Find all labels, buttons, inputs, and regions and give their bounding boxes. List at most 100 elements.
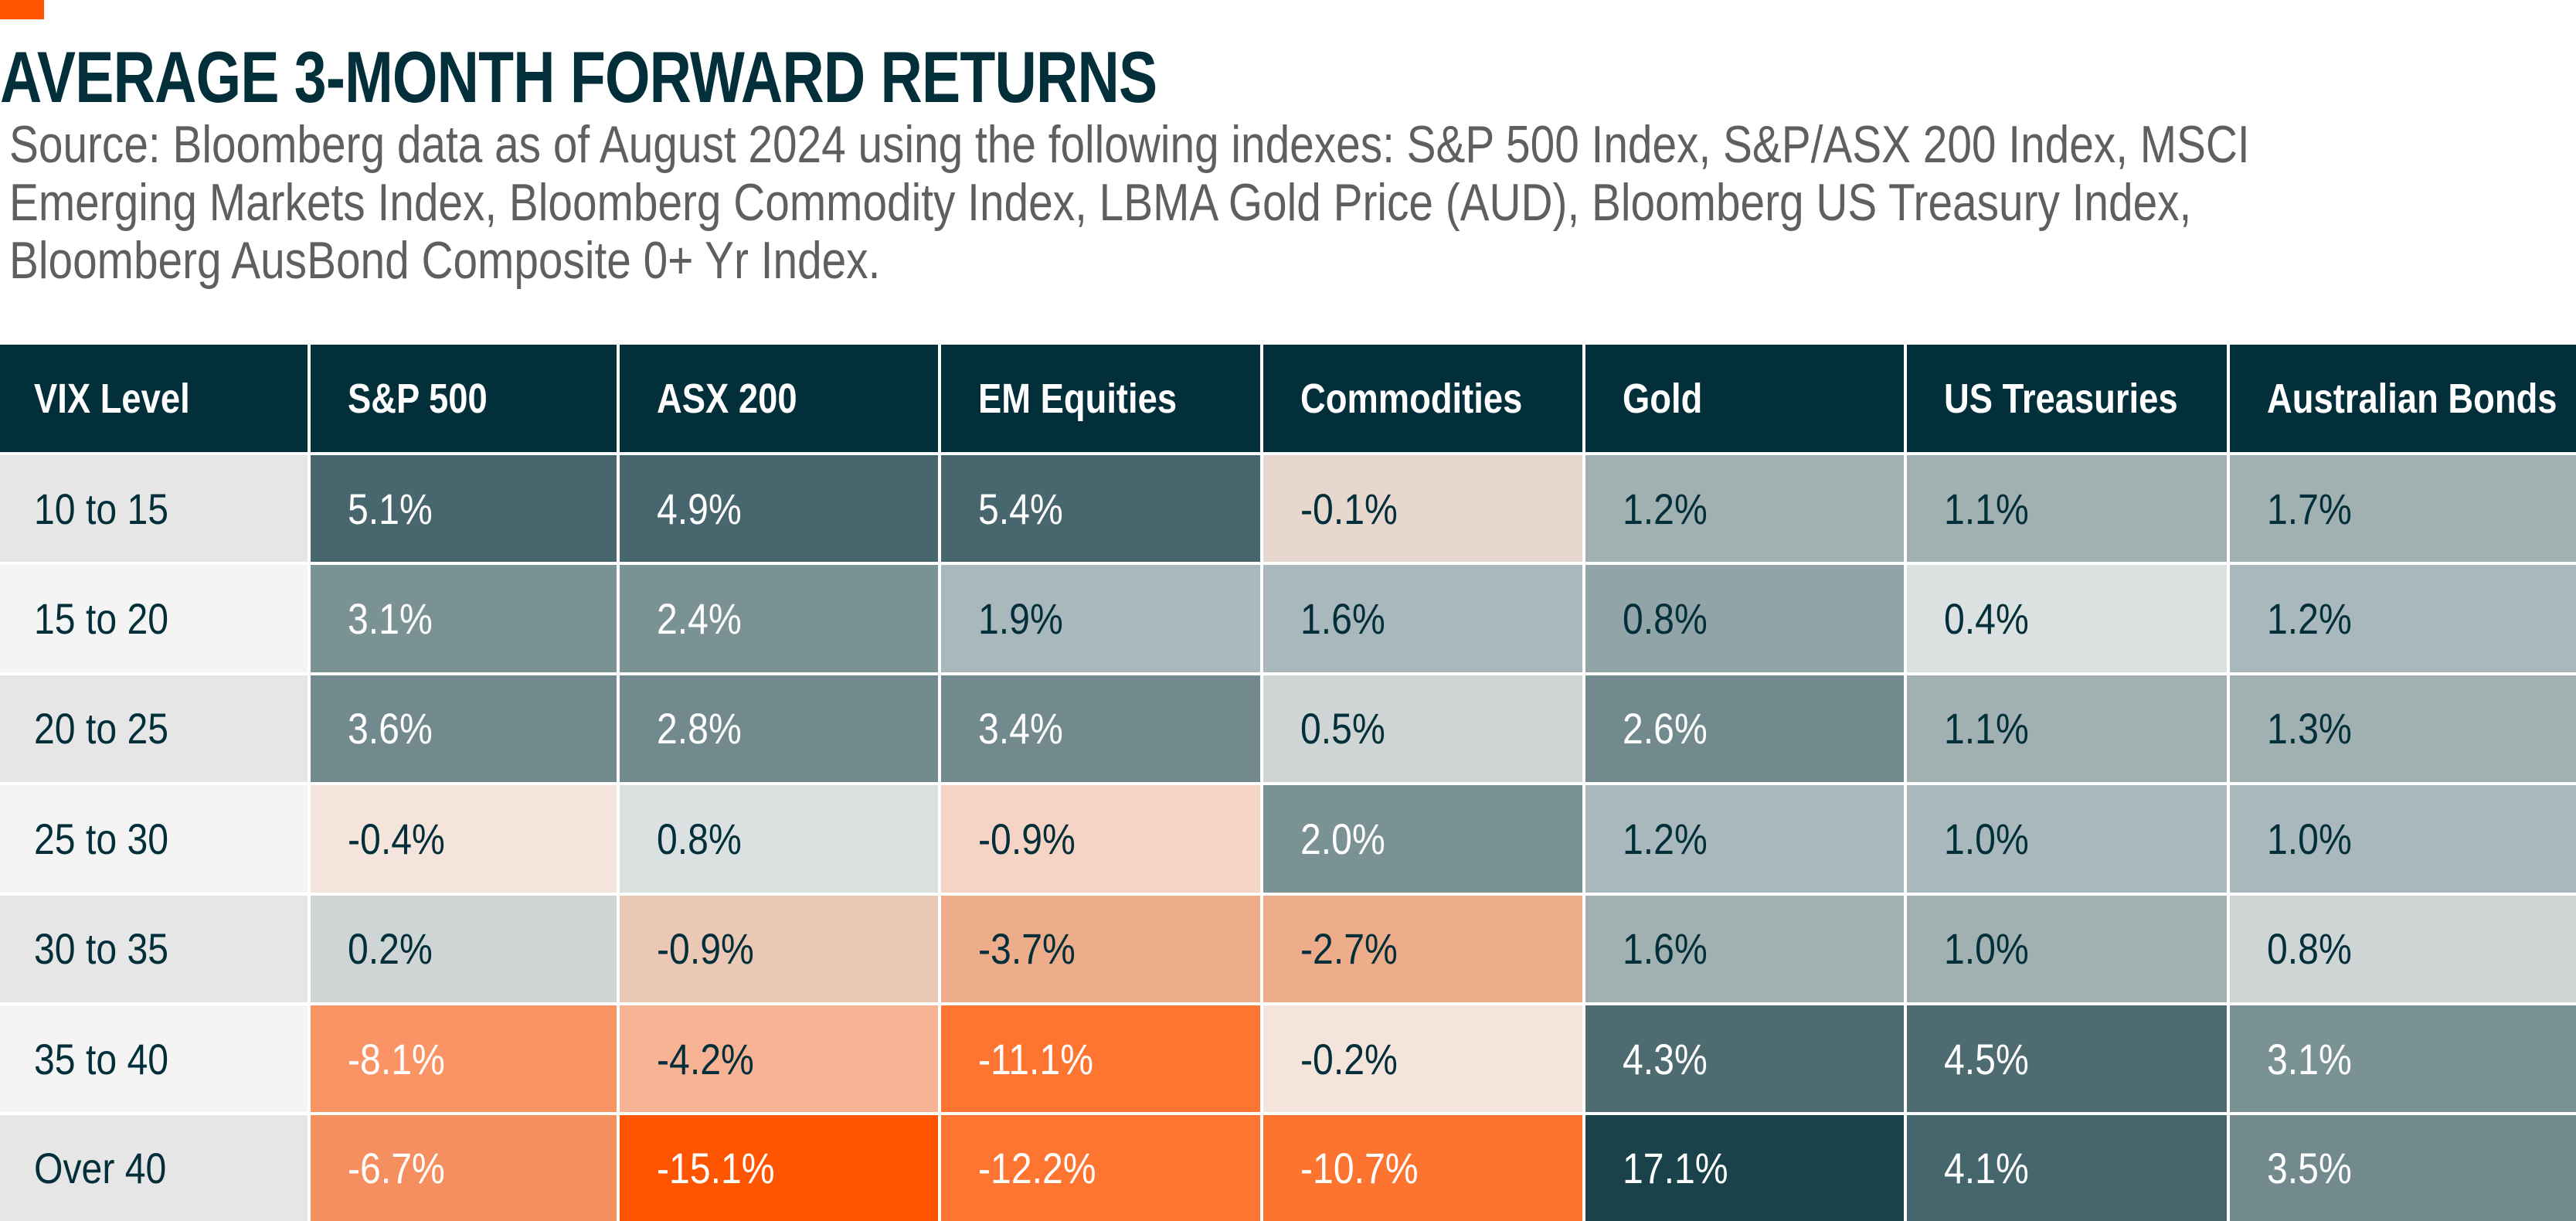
heatmap-cell: 0.2% [311, 895, 617, 1002]
column-header-us-treasuries: US Treasuries [1907, 345, 2227, 452]
heatmap-cell-text: 0.8% [657, 814, 742, 863]
heatmap-cell: 0.4% [1907, 565, 2227, 672]
heatmap-cell-text: 2.6% [1623, 704, 1708, 753]
row-label-vix-level-text: 10 to 15 [34, 484, 169, 533]
row-label-vix-level-text: 15 to 20 [34, 594, 169, 644]
row-label-vix-level: 15 to 20 [0, 565, 308, 672]
heatmap-cell-text: 3.6% [348, 704, 433, 753]
heatmap-cell: 3.6% [311, 675, 617, 783]
heatmap-cell: 1.3% [2230, 675, 2576, 783]
heatmap-cell: -0.4% [311, 785, 617, 893]
heatmap-cell-text: -4.2% [657, 1034, 754, 1083]
heatmap-cell-text: -12.2% [978, 1144, 1096, 1193]
heatmap-cell-text: -8.1% [348, 1034, 445, 1083]
accent-bar [0, 0, 44, 19]
column-header-commodities-text: Commodities [1300, 375, 1523, 422]
heatmap-cell-text: -0.9% [978, 814, 1076, 863]
column-header-australian-bonds: Australian Bonds [2230, 345, 2576, 452]
heatmap-cell: -0.2% [1263, 1005, 1582, 1113]
table-row: 10 to 15 5.1% 4.9% 5.4% -0.1% 1.2% 1.1% 1.7% [0, 455, 2576, 563]
column-header-gold-text: Gold [1623, 375, 1703, 422]
heatmap-cell-text: 0.2% [348, 924, 433, 974]
heatmap-cell-text: 1.1% [1944, 484, 2029, 533]
heatmap-cell: 5.4% [941, 455, 1260, 563]
heatmap-cell-text: 1.0% [2267, 814, 2352, 863]
heatmap-cell: -3.7% [941, 895, 1260, 1002]
table-row: 25 to 30 -0.4% 0.8% -0.9% 2.0% 1.2% 1.0% 1.0% [0, 785, 2576, 893]
heatmap-cell: 0.8% [1585, 565, 1904, 672]
heatmap-cell: 1.0% [1907, 895, 2227, 1002]
heatmap-cell: 4.9% [620, 455, 938, 563]
heatmap-cell: 1.2% [1585, 785, 1904, 893]
heatmap-cell-text: 1.2% [2267, 594, 2352, 644]
row-label-vix-level: Over 40 [0, 1115, 308, 1221]
heatmap-cell-text: -0.2% [1300, 1034, 1398, 1083]
row-label-vix-level: 10 to 15 [0, 455, 308, 563]
heatmap-cell: -8.1% [311, 1005, 617, 1113]
heatmap-cell: 4.3% [1585, 1005, 1904, 1113]
column-header-s-p-500: S&P 500 [311, 345, 617, 452]
heatmap-cell: 2.8% [620, 675, 938, 783]
heatmap-cell: 1.7% [2230, 455, 2576, 563]
column-header-asx-200-text: ASX 200 [657, 375, 797, 422]
table-row: 20 to 25 3.6% 2.8% 3.4% 0.5% 2.6% 1.1% 1.3% [0, 675, 2576, 783]
heatmap-cell-text: -0.4% [348, 814, 445, 863]
row-label-vix-level-text: 30 to 35 [34, 924, 169, 974]
heatmap-cell: -0.1% [1263, 455, 1582, 563]
source-note-line: Source: Bloomberg data as of August 2024… [9, 115, 2250, 174]
heatmap-cell-text: 4.1% [1944, 1144, 2029, 1193]
column-header-em-equities-text: EM Equities [978, 375, 1178, 422]
heatmap-cell-text: 1.3% [2267, 704, 2352, 753]
heatmap-cell: 1.2% [1585, 455, 1904, 563]
heatmap-cell: 2.6% [1585, 675, 1904, 783]
row-label-vix-level: 25 to 30 [0, 785, 308, 893]
heatmap-cell: -2.7% [1263, 895, 1582, 1002]
heatmap-cell-text: 0.4% [1944, 594, 2029, 644]
heatmap-cell-text: -6.7% [348, 1144, 445, 1193]
row-label-vix-level-text: 20 to 25 [34, 704, 169, 753]
heatmap-cell: 2.4% [620, 565, 938, 672]
heatmap-cell: 1.6% [1263, 565, 1582, 672]
heatmap-cell: 3.1% [2230, 1005, 2576, 1113]
heatmap-cell: 3.5% [2230, 1115, 2576, 1221]
heatmap-cell-text: 1.2% [1623, 484, 1708, 533]
heatmap-cell-text: 1.6% [1623, 924, 1708, 974]
heatmap-cell: -0.9% [620, 895, 938, 1002]
heatmap-cell: -11.1% [941, 1005, 1260, 1113]
heatmap-cell-text: 2.0% [1300, 814, 1385, 863]
table-row: 35 to 40 -8.1% -4.2% -11.1% -0.2% 4.3% 4.5% 3.1… [0, 1005, 2576, 1113]
table-row: Over 40 -6.7% -15.1% -12.2% -10.7% 17.1% 4.1% 3… [0, 1115, 2576, 1221]
heatmap-cell-text: -2.7% [1300, 924, 1398, 974]
heatmap-cell-text: 0.5% [1300, 704, 1385, 753]
heatmap-cell: 1.0% [2230, 785, 2576, 893]
heatmap-cell-text: -15.1% [657, 1144, 775, 1193]
heatmap-cell: -4.2% [620, 1005, 938, 1113]
heatmap-cell-text: 3.4% [978, 704, 1063, 753]
column-header-s-p-500-text: S&P 500 [348, 375, 488, 422]
row-label-vix-level: 30 to 35 [0, 895, 308, 1002]
heatmap-cell-text: 5.1% [348, 484, 433, 533]
heatmap-cell: -15.1% [620, 1115, 938, 1221]
heatmap-cell-text: 1.9% [978, 594, 1063, 644]
heatmap-cell: 1.9% [941, 565, 1260, 672]
heatmap-cell: 5.1% [311, 455, 617, 563]
source-note: Source: Bloomberg data as of August 2024… [9, 116, 2397, 290]
column-header-commodities: Commodities [1263, 345, 1582, 452]
heatmap-cell: 4.5% [1907, 1005, 2227, 1113]
column-header-vix-level-text: VIX Level [34, 375, 190, 422]
heatmap-cell-text: 1.7% [2267, 484, 2352, 533]
heatmap-cell: 4.1% [1907, 1115, 2227, 1221]
column-header-vix-level: VIX Level [0, 345, 308, 452]
heatmap-cell-text: 1.0% [1944, 924, 2029, 974]
table-row: 15 to 20 3.1% 2.4% 1.9% 1.6% 0.8% 0.4% 1.2% [0, 565, 2576, 672]
column-header-asx-200: ASX 200 [620, 345, 938, 452]
heatmap-cell: 1.6% [1585, 895, 1904, 1002]
source-note-line: Bloomberg AusBond Composite 0+ Yr Index. [9, 231, 881, 290]
heatmap-cell: -0.9% [941, 785, 1260, 893]
heatmap-cell-text: 1.0% [1944, 814, 2029, 863]
row-label-vix-level-text: 25 to 30 [34, 814, 169, 863]
heatmap-cell: 17.1% [1585, 1115, 1904, 1221]
column-header-australian-bonds-text: Australian Bonds [2267, 375, 2557, 422]
heatmap-cell-text: 4.3% [1623, 1034, 1708, 1083]
heatmap-cell-text: -0.1% [1300, 484, 1398, 533]
